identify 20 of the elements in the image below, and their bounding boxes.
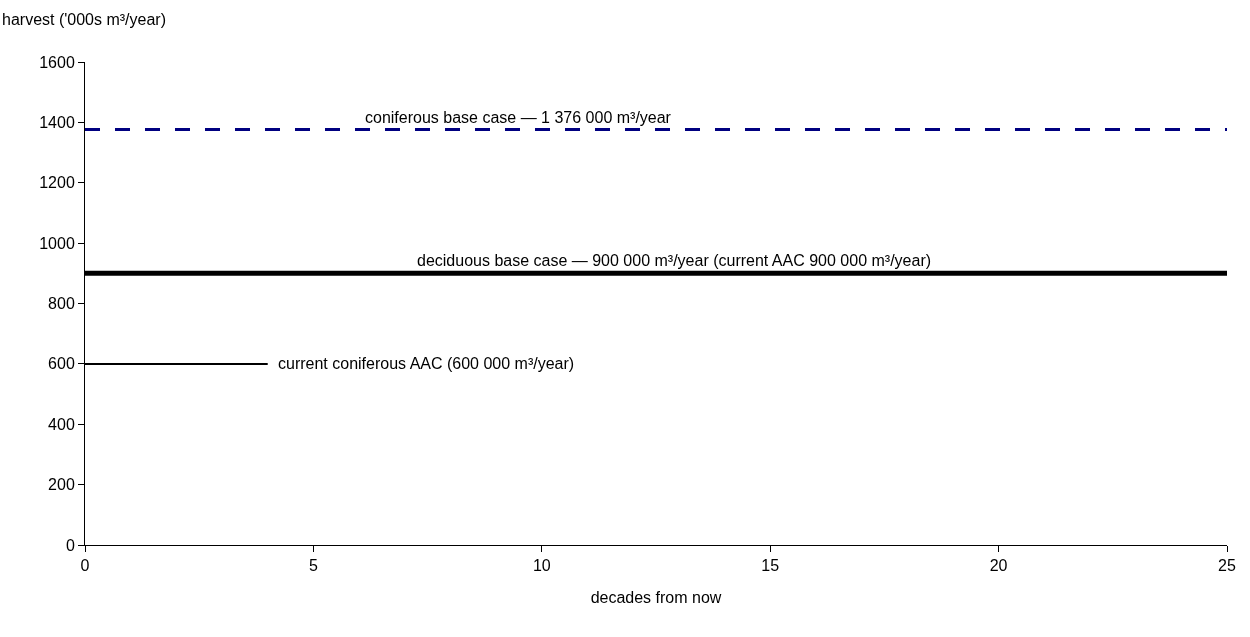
x-tick-label: 20 xyxy=(989,557,1008,575)
y-tick-label: 0 xyxy=(65,536,75,554)
y-tick-label: 1000 xyxy=(39,234,75,252)
x-tick-label: 10 xyxy=(532,557,551,575)
annotation: coniferous base case — 1 376 000 m³/year xyxy=(365,109,672,126)
y-tick-label: 800 xyxy=(48,295,75,313)
y-axis-title: harvest ('000s m³/year) xyxy=(2,11,166,28)
x-tick-label: 5 xyxy=(308,557,318,575)
annotation: deciduous base case — 900 000 m³/year (current AAC 900 000 m³/year) xyxy=(417,252,932,269)
y-tick-label: 200 xyxy=(48,476,75,494)
x-axis-title: decades from now xyxy=(590,588,722,606)
y-tick-label: 600 xyxy=(48,355,75,373)
annotation: current coniferous AAC (600 000 m³/year) xyxy=(278,355,575,372)
x-tick-label: 0 xyxy=(80,557,90,575)
y-tick-label: 1400 xyxy=(39,113,75,131)
y-tick-label: 1200 xyxy=(39,174,75,192)
y-tick-label: 400 xyxy=(48,415,75,433)
x-tick-label: 25 xyxy=(1218,557,1236,575)
y-tick-label: 1600 xyxy=(39,53,75,71)
x-tick-label: 15 xyxy=(761,557,780,575)
